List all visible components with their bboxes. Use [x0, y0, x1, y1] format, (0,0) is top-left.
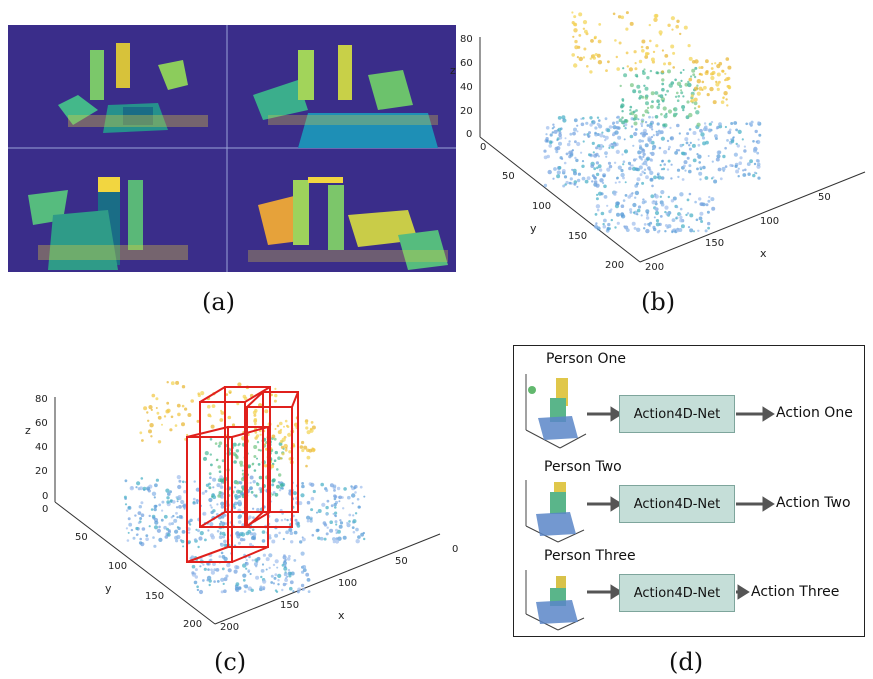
z-tick-40: 40 [460, 82, 473, 93]
y-tick-200: 200 [183, 619, 202, 630]
caption-a: (a) [202, 288, 236, 316]
caption-b: (b) [641, 288, 676, 316]
x-tick-150: 150 [705, 238, 724, 249]
y-tick-50: 50 [502, 171, 515, 182]
point-cloud-plot: 80 60 40 20 0 z 0 50 100 150 200 y 200 1… [440, 2, 873, 287]
x-tick-50: 50 [395, 556, 408, 567]
depth-view-4 [248, 177, 448, 270]
bounding-box-3 [186, 426, 269, 563]
z-label: z [450, 64, 456, 77]
z-tick-20: 20 [35, 466, 48, 477]
person-one-thumbnail [525, 374, 587, 449]
z-tick-60: 60 [460, 58, 473, 69]
person-two-thumbnail [525, 480, 585, 543]
z-tick-0: 0 [42, 491, 48, 502]
z-label: z [25, 424, 31, 437]
y-tick-0: 0 [480, 142, 486, 153]
action-two-label: Action Two [776, 495, 851, 511]
y-tick-150: 150 [145, 591, 164, 602]
x-label: x [338, 609, 345, 622]
x-tick-0: 0 [452, 544, 458, 555]
person-one-label: Person One [546, 351, 627, 367]
x-label: x [760, 247, 767, 260]
y-label: y [105, 582, 112, 595]
person-two-label: Person Two [544, 459, 622, 475]
x-tick-200: 200 [220, 622, 239, 633]
z-tick-40: 40 [35, 442, 48, 453]
bounding-box-2 [246, 391, 299, 528]
z-tick-80: 80 [35, 394, 48, 405]
action4d-net-box-2: Action4D-Net [619, 485, 735, 523]
depth-view-3 [28, 177, 188, 270]
y-tick-200: 200 [605, 260, 624, 271]
y-tick-100: 100 [532, 201, 551, 212]
action4d-net-box-3: Action4D-Net [619, 574, 735, 612]
action-three-label: Action Three [751, 584, 840, 600]
y-tick-50: 50 [75, 532, 88, 543]
action-pipeline-diagram: Person One Action4D-Net Action One Perso… [513, 345, 865, 637]
person-three-label: Person Three [544, 548, 636, 564]
z-tick-0: 0 [466, 129, 472, 140]
x-tick-150: 150 [280, 600, 299, 611]
y-label: y [530, 222, 537, 235]
x-tick-100: 100 [338, 578, 357, 589]
z-tick-60: 60 [35, 418, 48, 429]
y-tick-150: 150 [568, 231, 587, 242]
y-tick-100: 100 [108, 561, 127, 572]
x-tick-200: 200 [645, 262, 664, 273]
point-cloud-with-boxes-plot: 80 60 40 20 0 z 0 50 100 150 200 y 200 1… [0, 372, 470, 642]
z-tick-80: 80 [460, 34, 473, 45]
y-tick-0: 0 [42, 504, 48, 515]
caption-c: (c) [214, 648, 247, 676]
depth-view-1 [58, 43, 208, 133]
person-three-thumbnail [525, 570, 585, 631]
x-tick-100: 100 [760, 216, 779, 227]
action-one-label: Action One [776, 405, 853, 421]
action4d-net-box-1: Action4D-Net [619, 395, 735, 433]
depth-view-2 [253, 45, 438, 148]
x-tick-50: 50 [818, 192, 831, 203]
depth-image-grid [8, 25, 456, 272]
caption-d: (d) [669, 648, 704, 676]
z-tick-20: 20 [460, 106, 473, 117]
